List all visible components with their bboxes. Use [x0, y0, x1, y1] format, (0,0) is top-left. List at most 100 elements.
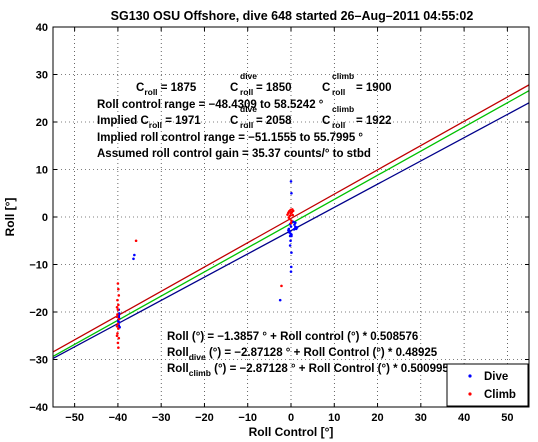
- data-points: [115, 180, 299, 349]
- annotation-fit-climb: Rollclimb (°) = −2.87128 ° + Roll Contro…: [167, 363, 449, 378]
- climb-point: [116, 313, 119, 316]
- x-tick-label: −40: [109, 412, 128, 424]
- annotation-control-range: Roll control range = −48.4309 to 58.5242…: [97, 99, 324, 111]
- legend-climb-marker: [468, 392, 472, 396]
- svg-text:roll: roll: [332, 120, 345, 130]
- annotation-croll-climb: C climb roll = 1900: [322, 71, 392, 97]
- dive-point: [295, 226, 299, 229]
- annotation-fit-all: Roll (°) = −1.3857 ° + Roll control (°) …: [167, 331, 418, 343]
- annotation-implied-range: Implied roll control range = −51.1555 to…: [97, 132, 363, 144]
- climb-point: [280, 284, 283, 288]
- svg-text:= 1922: = 1922: [356, 115, 392, 127]
- dive-point: [132, 257, 135, 261]
- dive-point: [289, 265, 293, 269]
- y-tick-label: 40: [36, 22, 48, 34]
- legend-dive-marker: [468, 374, 472, 378]
- annotation-implied-dive: C dive roll = 2058: [230, 104, 292, 130]
- x-tick-label: 30: [415, 412, 427, 424]
- climb-point: [115, 334, 119, 338]
- dive-point: [290, 251, 293, 254]
- svg-text:climb: climb: [332, 104, 354, 114]
- y-tick-label: −40: [29, 402, 48, 414]
- svg-text:roll: roll: [332, 87, 345, 97]
- dive-point: [289, 270, 293, 273]
- climb-point: [289, 221, 293, 225]
- y-tick-label: 0: [42, 212, 48, 224]
- svg-text:= 1850: = 1850: [256, 82, 292, 94]
- x-tick-label: −50: [65, 412, 84, 424]
- annotation-fit-dive: Rolldive (°) = −2.87128 ° + Roll Control…: [167, 347, 438, 362]
- svg-text:dive: dive: [240, 104, 257, 114]
- svg-text:C: C: [322, 82, 330, 94]
- climb-point: [117, 327, 120, 330]
- y-tick-label: 30: [36, 70, 48, 82]
- x-tick-label: 10: [328, 412, 340, 424]
- climb-point: [117, 303, 120, 307]
- climb-point: [291, 213, 295, 217]
- climb-point: [116, 341, 120, 345]
- dive-point: [278, 298, 282, 302]
- x-tick-label: −30: [152, 412, 171, 424]
- fit-line: [52, 102, 530, 360]
- climb-point: [116, 282, 120, 285]
- svg-text:= 1900: = 1900: [356, 82, 392, 94]
- svg-text:dive: dive: [240, 71, 257, 81]
- climb-point: [290, 219, 293, 223]
- y-tick-label: −20: [29, 307, 48, 319]
- climb-point: [116, 332, 119, 335]
- climb-point: [117, 294, 121, 297]
- climb-point: [115, 305, 119, 309]
- x-tick-label: 0: [288, 412, 294, 424]
- climb-point: [116, 322, 120, 326]
- legend-dive-label: Dive: [484, 371, 508, 383]
- svg-text:C: C: [230, 115, 238, 127]
- svg-text:roll: roll: [240, 120, 253, 130]
- x-tick-label: 50: [501, 412, 513, 424]
- axis-ticks: −50 −40 −30 −20 −10 0 10 20 30 40 50 −40 −30 −20 −10 0 1…: [29, 22, 529, 424]
- dive-point: [289, 225, 293, 228]
- climb-point: [117, 317, 121, 321]
- climb-point: [117, 336, 121, 340]
- x-tick-label: −20: [195, 412, 214, 424]
- dive-point: [289, 180, 293, 183]
- climb-point: [291, 209, 295, 213]
- chart-title: SG130 OSU Offshore, dive 648 started 26–…: [111, 9, 474, 23]
- svg-text:C: C: [230, 82, 238, 94]
- legend-climb-label: Climb: [484, 389, 516, 401]
- x-axis-label: Roll Control [°]: [249, 425, 334, 439]
- climb-point: [115, 324, 119, 328]
- svg-text:climb: climb: [332, 71, 354, 81]
- climb-point: [117, 287, 120, 291]
- dive-point: [288, 244, 292, 247]
- climb-point: [134, 239, 138, 243]
- climb-point: [117, 346, 120, 349]
- dive-point: [294, 221, 297, 224]
- annotation-implied-croll: Implied Croll = 1971: [97, 115, 201, 130]
- y-tick-label: −10: [29, 260, 48, 272]
- dive-point: [133, 253, 136, 257]
- dive-point: [292, 228, 296, 231]
- annotation-croll-dive: C dive roll = 1850: [230, 71, 292, 97]
- svg-text:C: C: [322, 115, 330, 127]
- y-tick-label: 20: [36, 117, 48, 129]
- x-tick-label: −10: [238, 412, 257, 424]
- dive-point: [289, 239, 292, 243]
- dive-point: [290, 191, 293, 195]
- climb-point: [115, 315, 119, 319]
- dive-point: [290, 234, 293, 238]
- climb-point: [116, 308, 120, 311]
- y-tick-label: −30: [29, 355, 48, 367]
- annotation-implied-climb: C climb roll = 1922: [322, 104, 392, 130]
- x-tick-label: 40: [458, 412, 470, 424]
- legend: Dive Climb: [446, 363, 529, 407]
- climb-point: [288, 214, 292, 217]
- annotation-croll: Croll = 1875: [136, 82, 197, 97]
- x-tick-label: 20: [371, 412, 383, 424]
- svg-text:= 2058: = 2058: [256, 115, 292, 127]
- annotation-gain: Assumed roll control gain = 35.37 counts…: [97, 148, 371, 160]
- climb-point: [287, 216, 291, 219]
- y-axis-label: Roll [°]: [3, 198, 17, 237]
- climb-point: [116, 298, 119, 302]
- dive-point: [287, 229, 290, 232]
